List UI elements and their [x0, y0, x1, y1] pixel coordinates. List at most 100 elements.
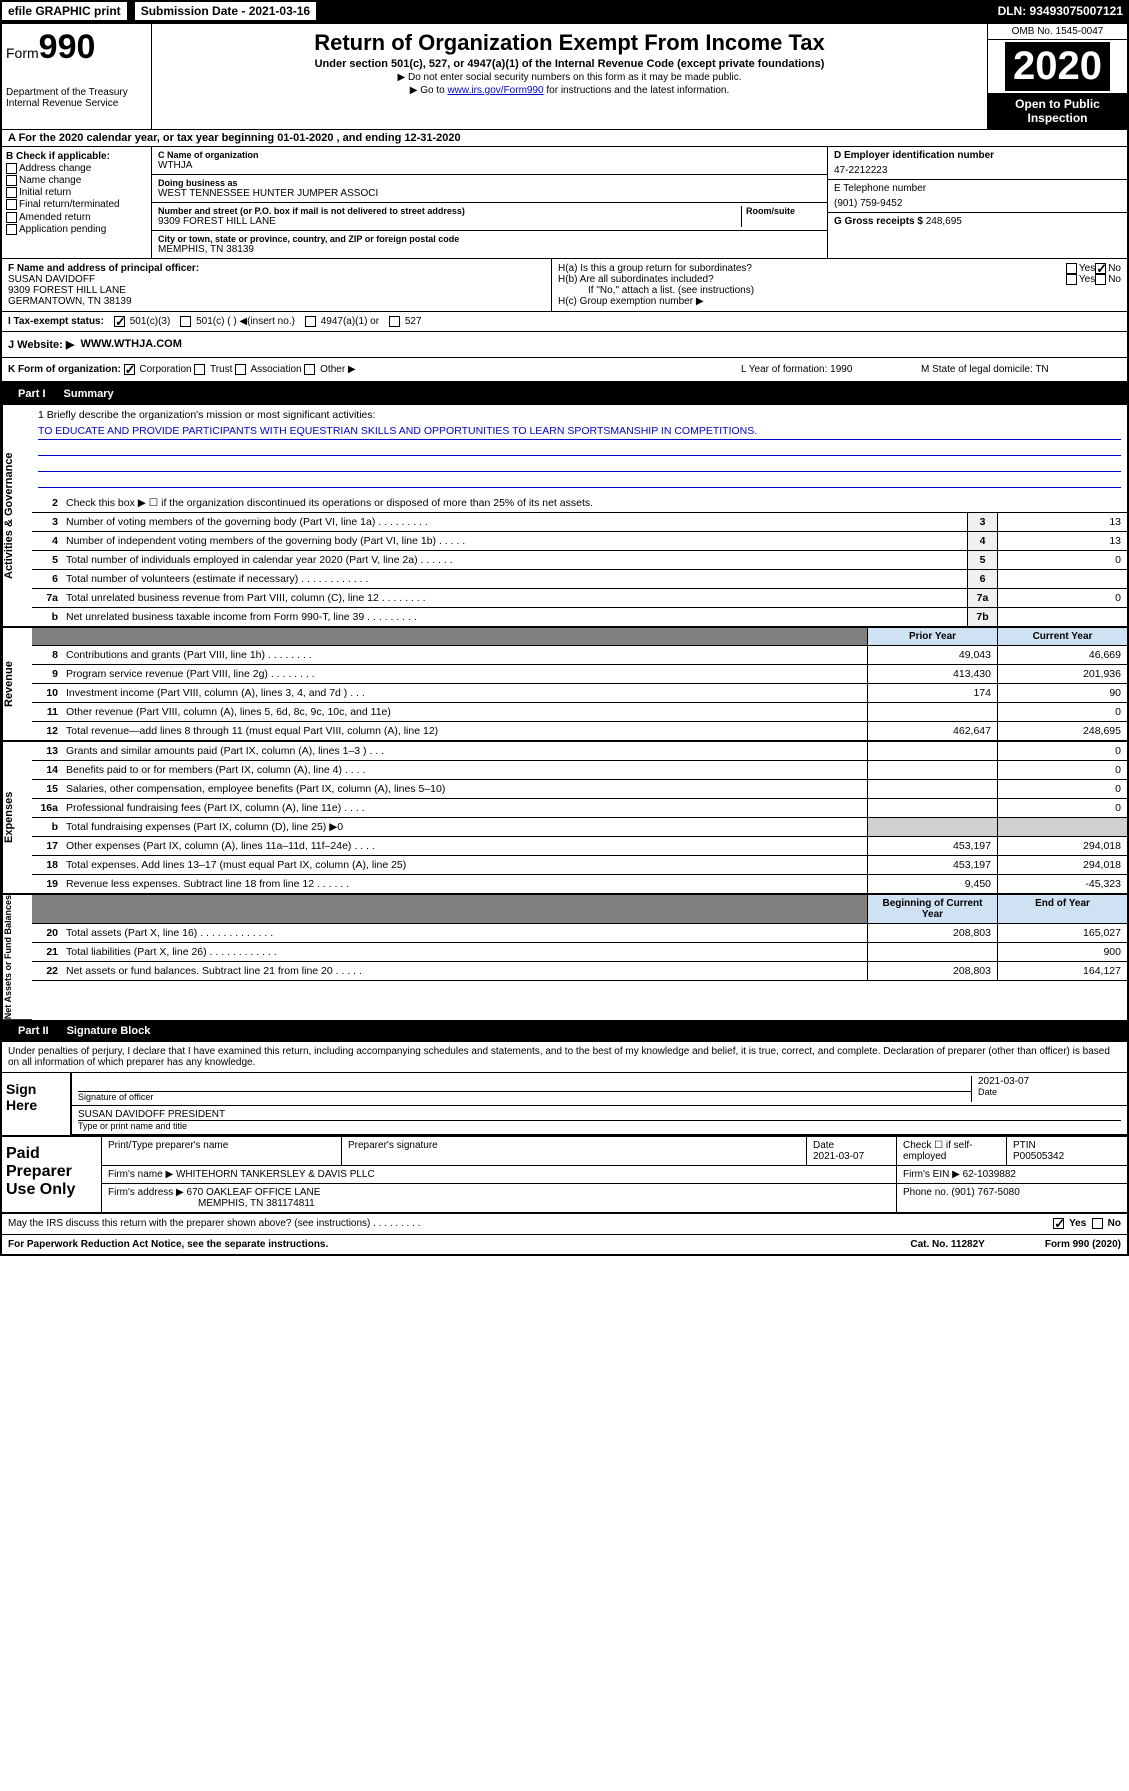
check-pending[interactable]: Application pending — [6, 224, 147, 235]
501c3-label: 501(c)(3) — [130, 316, 171, 327]
begin-year-header: Beginning of Current Year — [867, 895, 997, 923]
hb-yes[interactable] — [1066, 274, 1077, 285]
form-subtitle: Under section 501(c), 527, or 4947(a)(1)… — [156, 58, 983, 70]
prep-date-label: Date — [813, 1140, 890, 1151]
part-ii-label: Part II — [10, 1023, 57, 1039]
check-name[interactable]: Name change — [6, 175, 147, 186]
firm-ein-label: Firm's EIN ▶ — [903, 1169, 960, 1180]
check-address[interactable]: Address change — [6, 163, 147, 174]
mission-text: TO EDUCATE AND PROVIDE PARTICIPANTS WITH… — [38, 423, 1121, 440]
prep-date: 2021-03-07 — [813, 1151, 890, 1162]
part-ii-header: Part II Signature Block — [2, 1020, 1127, 1042]
firm-phone-label: Phone no. — [903, 1187, 949, 1198]
row-h: H(a) Is this a group return for subordin… — [552, 259, 1127, 311]
hb-no[interactable] — [1095, 274, 1106, 285]
header-left: Form990 Department of the Treasury Inter… — [2, 24, 152, 129]
sig-date-label: Date — [978, 1087, 1121, 1097]
note-pre: ▶ Go to — [410, 85, 448, 96]
527-check[interactable] — [389, 316, 400, 327]
firm-name: WHITEHORN TANKERSLEY & DAVIS PLLC — [176, 1169, 375, 1180]
form-prefix: Form — [6, 45, 39, 61]
ein-label: D Employer identification number — [834, 150, 1121, 161]
k-trust[interactable] — [194, 364, 205, 375]
section-bcd: B Check if applicable: Address change Na… — [2, 147, 1127, 259]
4947-check[interactable] — [305, 316, 316, 327]
dba-value: WEST TENNESSEE HUNTER JUMPER ASSOCI — [158, 188, 821, 199]
ha-yes[interactable] — [1066, 263, 1077, 274]
open-public: Open to Public Inspection — [988, 93, 1127, 129]
note-post: for instructions and the latest informat… — [544, 85, 730, 96]
name-title-label: Type or print name and title — [78, 1121, 1121, 1131]
firm-addr2: MEMPHIS, TN 381174811 — [108, 1198, 315, 1209]
table-row: 8Contributions and grants (Part VIII, li… — [32, 646, 1127, 665]
table-row: 19Revenue less expenses. Subtract line 1… — [32, 875, 1127, 894]
mission-line3 — [38, 458, 1121, 472]
firm-ein: 62-1039882 — [963, 1169, 1016, 1180]
vert-expenses: Expenses — [2, 742, 32, 894]
table-row: 17Other expenses (Part IX, column (A), l… — [32, 837, 1127, 856]
penalty-text: Under penalties of perjury, I declare th… — [2, 1042, 1127, 1072]
vert-netassets: Net Assets or Fund Balances — [2, 895, 32, 1020]
firm-addr-label: Firm's address ▶ — [108, 1187, 184, 1198]
k-corp[interactable] — [124, 364, 135, 375]
discuss-yes[interactable] — [1053, 1218, 1064, 1229]
mission-line2 — [38, 442, 1121, 456]
table-row: 10Investment income (Part VIII, column (… — [32, 684, 1127, 703]
irs-link[interactable]: www.irs.gov/Form990 — [447, 85, 543, 96]
k-assoc[interactable] — [235, 364, 246, 375]
prep-name-label: Print/Type preparer's name — [108, 1140, 335, 1151]
submission-date: Submission Date - 2021-03-16 — [135, 2, 316, 20]
ptin-label: PTIN — [1013, 1140, 1121, 1151]
j-label: J Website: ▶ — [8, 338, 74, 351]
phone-value: (901) 759-9452 — [834, 198, 1121, 209]
header-right: OMB No. 1545-0047 2020 Open to Public In… — [987, 24, 1127, 129]
row-fgh: F Name and address of principal officer:… — [2, 259, 1127, 312]
table-row: 14Benefits paid to or for members (Part … — [32, 761, 1127, 780]
row-klm: K Form of organization: Corporation Trus… — [2, 358, 1127, 383]
summary-netassets: Net Assets or Fund Balances Beginning of… — [2, 894, 1127, 1020]
col-b-label: B Check if applicable: — [6, 151, 147, 162]
501c-label: 501(c) ( ) ◀(insert no.) — [196, 316, 295, 327]
check-final[interactable]: Final return/terminated — [6, 199, 147, 210]
table-row: 13Grants and similar amounts paid (Part … — [32, 742, 1127, 761]
officer-addr2: GERMANTOWN, TN 38139 — [8, 296, 545, 307]
ha-no[interactable] — [1095, 263, 1106, 274]
rev-col-header: Prior Year Current Year — [32, 628, 1127, 646]
hb-note: If "No," attach a list. (see instruction… — [558, 285, 1121, 296]
current-year-header: Current Year — [997, 628, 1127, 645]
table-row: 18Total expenses. Add lines 13–17 (must … — [32, 856, 1127, 875]
phone-label: E Telephone number — [834, 183, 1121, 194]
vert-governance: Activities & Governance — [2, 405, 32, 627]
row-l: L Year of formation: 1990 — [741, 364, 921, 375]
discuss-row: May the IRS discuss this return with the… — [2, 1214, 1127, 1234]
dept-irs: Internal Revenue Service — [6, 98, 147, 109]
gross-value: 248,695 — [926, 216, 962, 227]
efile-badge[interactable]: efile GRAPHIC print — [2, 2, 127, 20]
check-amended[interactable]: Amended return — [6, 212, 147, 223]
dln: DLN: 93493075007121 — [998, 4, 1127, 18]
sig-date: 2021-03-07 — [978, 1076, 1121, 1087]
part-i-label: Part I — [10, 386, 54, 402]
ha-label: H(a) Is this a group return for subordin… — [558, 263, 1066, 274]
check-initial[interactable]: Initial return — [6, 187, 147, 198]
org-name: WTHJA — [158, 160, 821, 171]
end-year-header: End of Year — [997, 895, 1127, 923]
501c-check[interactable] — [180, 316, 191, 327]
table-row: 12Total revenue—add lines 8 through 11 (… — [32, 722, 1127, 741]
table-row: 9Program service revenue (Part VIII, lin… — [32, 665, 1127, 684]
k-label: K Form of organization: — [8, 364, 121, 375]
net-col-header: Beginning of Current Year End of Year — [32, 895, 1127, 924]
table-row: 15Salaries, other compensation, employee… — [32, 780, 1127, 799]
col-d: D Employer identification number47-22122… — [827, 147, 1127, 258]
table-row: 11Other revenue (Part VIII, column (A), … — [32, 703, 1127, 722]
4947-label: 4947(a)(1) or — [321, 316, 379, 327]
addr-label: Number and street (or P.O. box if mail i… — [158, 206, 741, 216]
room-label: Room/suite — [746, 206, 821, 216]
discuss-no[interactable] — [1092, 1218, 1103, 1229]
website-value: WWW.WTHJA.COM — [80, 338, 181, 351]
self-emp-label: Check ☐ if self-employed — [903, 1140, 1000, 1162]
k-other[interactable] — [304, 364, 315, 375]
501c3-check[interactable] — [114, 316, 125, 327]
officer-printed-name: SUSAN DAVIDOFF PRESIDENT — [78, 1109, 1121, 1121]
col-c: C Name of organizationWTHJA Doing busine… — [152, 147, 827, 258]
